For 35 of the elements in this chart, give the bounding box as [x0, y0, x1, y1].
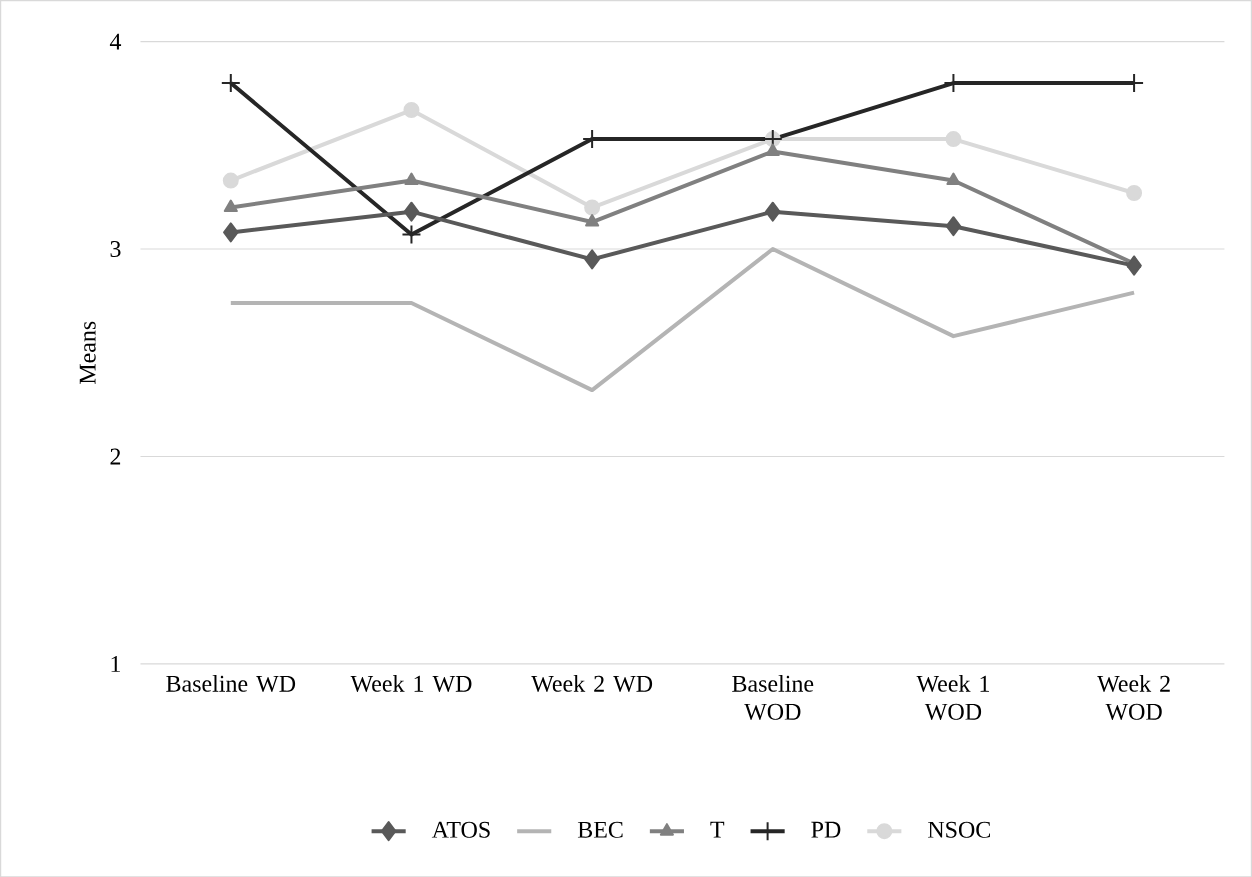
x-tick-label: Baseline WD — [166, 674, 296, 692]
x-tick-label: Week 2 WOD — [1097, 674, 1170, 720]
y-tick-label: 1 — [111, 655, 120, 672]
legend-label: ATOS — [431, 821, 490, 838]
legend-label: PD — [811, 821, 841, 838]
x-tick-label: Week 1 WOD — [916, 674, 989, 720]
point — [223, 222, 239, 243]
legend-label: BEC — [577, 821, 623, 838]
point — [584, 249, 600, 270]
point — [1126, 184, 1143, 201]
point — [584, 199, 601, 216]
point — [403, 201, 420, 222]
point — [404, 172, 419, 185]
point — [222, 172, 239, 189]
x-tick-label: Week 2 WD — [531, 674, 653, 692]
point — [765, 201, 781, 222]
point — [1126, 255, 1142, 276]
point — [220, 72, 241, 93]
point — [403, 101, 420, 118]
y-tick-label: 2 — [110, 448, 121, 465]
point — [765, 143, 780, 156]
legend-label: NSOC — [928, 821, 990, 838]
point — [401, 224, 422, 245]
point — [585, 213, 600, 227]
x-tick-label: Baseline WOD — [732, 674, 814, 720]
legend-label: T — [710, 821, 725, 838]
line-series — [228, 246, 1137, 392]
y-axis-title: Means — [79, 321, 96, 384]
point — [945, 130, 962, 147]
point — [223, 199, 238, 212]
x-tick-label: Week 1 WD — [350, 674, 472, 692]
y-tick-label: 4 — [109, 33, 122, 50]
point — [945, 216, 962, 237]
point — [946, 172, 961, 185]
y-tick-label: 3 — [110, 240, 121, 257]
